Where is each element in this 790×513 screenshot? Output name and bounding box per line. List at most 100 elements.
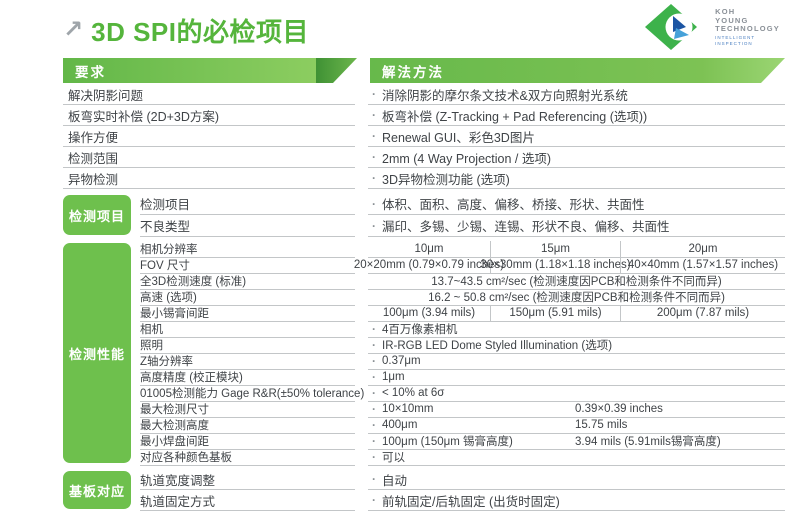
table-row: 检测项目 · 体积、面积、高度、偏移、桥接、形状、共面性	[140, 193, 785, 215]
bullet-icon: ·	[372, 418, 376, 432]
solution-value: · 10×10mm 0.39×0.39 inches	[368, 401, 785, 418]
subtable-cell: 200μm (7.87 mils)	[620, 305, 785, 321]
table-row: FOV 尺寸 20×20mm (0.79×0.79 inches) 30×30mm …	[140, 257, 785, 274]
section-requirements: 解决阴影问题 · 消除阴影的摩尔条文技术&双方向照射光系统 板弯实时补偿 (2D+3D…	[63, 84, 785, 189]
logo-line-technology: TECHNOLOGY	[715, 24, 780, 34]
column-gap	[355, 241, 368, 258]
solution-value: · Renewal GUI、彩色3D图片	[368, 126, 785, 147]
solution-text: 前轨固定/后轨固定 (出货时固定)	[382, 494, 560, 509]
solution-value: · 2mm (4 Way Projection / 选项)	[368, 147, 785, 168]
subtable-cell: 100μm (3.94 mils)	[382, 307, 476, 319]
requirement-label: 轨道固定方式	[140, 490, 355, 511]
section-基板对应: 基板对应 轨道宽度调整 · 自动 轨道固定方式 · 前轨固定/后轨固定 (出货时固定)	[63, 469, 785, 511]
solution-text: 16.2 ~ 50.8 cm²/sec (检测速度因PCB和检测条件不同而异)	[428, 292, 725, 304]
column-gap	[355, 369, 368, 386]
requirement-label: 操作方便	[63, 126, 355, 147]
requirement-label: 异物检测	[63, 168, 355, 189]
solution-text: 漏印、多锡、少锡、连锡、形状不良、偏移、共面性	[382, 220, 670, 234]
column-gap	[355, 147, 368, 168]
subtable-cell: 10μm	[414, 243, 444, 255]
metric-value: · 400μm	[368, 418, 575, 432]
column-gap	[355, 215, 368, 237]
requirement-label: 最小锡膏间距	[140, 305, 355, 322]
table-row: 对应各种颜色基板 · 可以	[140, 449, 785, 466]
solution-value: · 4百万像素相机	[368, 321, 785, 338]
section-label: 基板对应	[63, 471, 131, 509]
solution-value: · 3D异物检测功能 (选项)	[368, 168, 785, 189]
imperial-value: 3.94 mils (5.91mils锡膏高度)	[575, 436, 721, 448]
column-gap	[355, 385, 368, 402]
table-row: 板弯实时补偿 (2D+3D方案) · 板弯补偿 (Z-Tracking + Pad …	[63, 105, 785, 126]
koh-young-logo-text: KOH YOUNG TECHNOLOGY INTELLIGENT INSPECT…	[715, 7, 780, 46]
column-gap	[355, 168, 368, 189]
requirement-label: FOV 尺寸	[140, 257, 355, 274]
solution-text: < 10% at 6σ	[382, 387, 445, 399]
solution-text: 自动	[382, 473, 408, 488]
solution-value: · 自动	[368, 469, 785, 490]
requirement-label: 高度精度 (校正模块)	[140, 369, 355, 386]
bullet-icon: ·	[372, 493, 376, 507]
table-row: 最小焊盘间距 · 100μm (150μm 锡膏高度) 3.94 mils (5.91…	[140, 433, 785, 450]
header-solutions: 解法方法	[370, 58, 785, 83]
requirement-label: Z轴分辨率	[140, 353, 355, 370]
column-gap	[355, 337, 368, 354]
solution-text: 100μm (150μm 锡膏高度)	[382, 436, 513, 448]
column-gap	[355, 433, 368, 450]
section-label-column: 检测性能	[63, 241, 140, 465]
subtable-cell: 15μm	[490, 241, 620, 257]
table-header-row: 要求 解法方法	[63, 58, 785, 83]
logo-line-young: YOUNG	[715, 15, 749, 25]
solution-text: 可以	[382, 452, 405, 464]
table-row: 解决阴影问题 · 消除阴影的摩尔条文技术&双方向照射光系统	[63, 84, 785, 105]
bullet-icon: ·	[372, 386, 376, 400]
column-gap	[355, 469, 368, 490]
bullet-icon: ·	[372, 434, 376, 448]
solution-text: 消除阴影的摩尔条文技术&双方向照射光系统	[382, 88, 628, 103]
solution-value: · 400μm 15.75 mils	[368, 417, 785, 434]
section-label: 检测性能	[63, 243, 131, 463]
table-row: 轨道宽度调整 · 自动	[140, 469, 785, 490]
solution-value: 10μm 15μm 20μm	[368, 241, 785, 258]
requirement-label: 全3D检测速度 (标准)	[140, 273, 355, 290]
solution-value: · 体积、面积、高度、偏移、桥接、形状、共面性	[368, 193, 785, 215]
header-requirements: 要求	[63, 58, 357, 83]
solution-value: · 消除阴影的摩尔条文技术&双方向照射光系统	[368, 84, 785, 105]
table-row: 最小锡膏间距 100μm (3.94 mils) 150μm (5.91 mils)…	[140, 305, 785, 322]
column-gap	[355, 84, 368, 105]
solution-value: · 板弯补偿 (Z-Tracking + Pad Referencing (选项)…	[368, 105, 785, 126]
logo-tagline-1: INTELLIGENT	[715, 34, 756, 40]
requirement-label: 高速 (选项)	[140, 289, 355, 306]
bullet-icon: ·	[372, 196, 376, 211]
metric-value: · 10×10mm	[368, 402, 575, 416]
requirement-label: 解决阴影问题	[63, 84, 355, 105]
section-检测项目: 检测项目 检测项目 · 体积、面积、高度、偏移、桥接、形状、共面性 不良类型 · 漏印、多锡…	[63, 193, 785, 237]
solution-text: 400μm	[382, 419, 418, 431]
subtable-cell: 150μm (5.91 mils)	[490, 305, 620, 321]
bullet-icon: ·	[372, 322, 376, 336]
section-rows: 相机分辨率 10μm 15μm 20μm FOV 尺寸 20×20mm (0.79×0.7…	[140, 241, 785, 466]
koh-young-logo-icon	[645, 4, 698, 50]
section-label-column: 检测项目	[63, 193, 140, 237]
table-row: 异物检测 · 3D异物检测功能 (选项)	[63, 168, 785, 189]
solution-text: 13.7~43.5 cm²/sec (检测速度因PCB和检测条件不同而异)	[431, 276, 722, 288]
table-row: Z轴分辨率 · 0.37μm	[140, 353, 785, 370]
metric-value: · 100μm (150μm 锡膏高度)	[368, 433, 575, 449]
solution-value: 20×20mm (0.79×0.79 inches) 30×30mm (1.18×…	[353, 257, 785, 274]
bullet-icon: ·	[372, 338, 376, 352]
solution-text: 0.37μm	[382, 355, 421, 367]
bullet-icon: ·	[372, 129, 376, 143]
koh-young-logo: KOH YOUNG TECHNOLOGY INTELLIGENT INSPECT…	[643, 2, 780, 52]
solution-value: 16.2 ~ 50.8 cm²/sec (检测速度因PCB和检测条件不同而异)	[368, 289, 785, 306]
bullet-icon: ·	[372, 150, 376, 164]
solution-text: 体积、面积、高度、偏移、桥接、形状、共面性	[382, 198, 645, 212]
section-rows: 解决阴影问题 · 消除阴影的摩尔条文技术&双方向照射光系统 板弯实时补偿 (2D+3D…	[63, 84, 785, 189]
table-row: 相机 · 4百万像素相机	[140, 321, 785, 338]
column-gap	[355, 126, 368, 147]
requirement-label: 最大检测高度	[140, 417, 355, 434]
table-row: 不良类型 · 漏印、多锡、少锡、连锡、形状不良、偏移、共面性	[140, 215, 785, 237]
subtable-cell: 20×20mm (0.79×0.79 inches)	[353, 259, 505, 271]
solution-text: 2mm (4 Way Projection / 选项)	[382, 151, 552, 166]
column-gap	[355, 273, 368, 290]
solution-value: · 前轨固定/后轨固定 (出货时固定)	[368, 490, 785, 511]
